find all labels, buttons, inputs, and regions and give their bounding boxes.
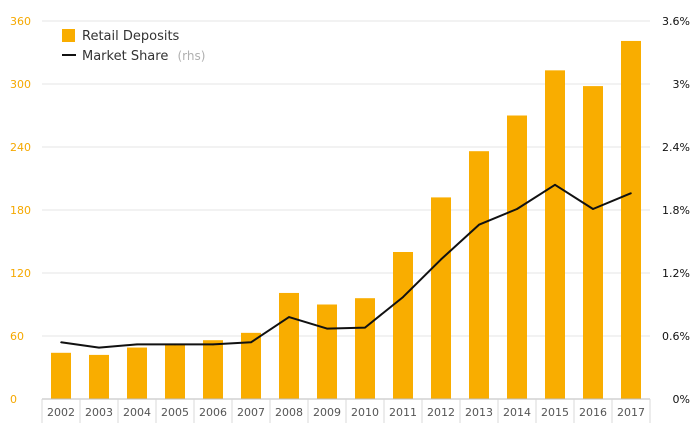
line-point	[592, 208, 594, 210]
x-tick-label: 2010	[351, 406, 379, 419]
x-tick-label: 2004	[123, 406, 151, 419]
line-point	[60, 341, 62, 344]
right-tick-label: 1.8%	[662, 204, 690, 217]
x-tick-label: 2016	[579, 406, 607, 419]
right-tick-label: 3.6%	[662, 15, 690, 28]
line-point	[288, 316, 290, 318]
x-tick-label: 2009	[313, 406, 341, 419]
line-market-share	[60, 183, 632, 349]
left-tick-label: 120	[10, 267, 31, 280]
right-tick-label: 2.4%	[662, 141, 690, 154]
bar	[393, 252, 413, 399]
bar	[545, 70, 565, 399]
right-axis-ticks: 0% 0.6% 1.2% 1.8% 2.4% 3% 3.6%	[662, 15, 690, 406]
bar	[431, 197, 451, 399]
bar	[355, 298, 375, 399]
line-point	[402, 296, 404, 298]
x-tick-label: 2015	[541, 406, 569, 419]
x-tick-label: 2014	[503, 406, 531, 419]
left-tick-label: 60	[10, 330, 24, 343]
right-tick-label: 1.2%	[662, 267, 690, 280]
gridlines	[42, 20, 650, 400]
legend: Retail Deposits Market Share (rhs)	[62, 29, 205, 64]
bar	[165, 344, 185, 399]
legend-label-market-share-name: Market Share	[82, 49, 168, 64]
x-tick-label: 2002	[47, 406, 75, 419]
line-point	[98, 346, 100, 349]
bar	[469, 151, 489, 399]
left-tick-label: 360	[10, 15, 31, 28]
line-point	[212, 343, 214, 346]
legend-label-market-share: Market Share (rhs)	[82, 45, 205, 64]
bars-retail-deposits	[51, 40, 641, 399]
x-tick-label: 2003	[85, 406, 113, 419]
bar	[203, 340, 223, 399]
bar	[241, 332, 261, 399]
x-axis: 2002 2003 2004 2005 2006 2007 2008 2009 2010 2011…	[41, 398, 651, 423]
left-tick-label: 0	[10, 393, 17, 406]
right-tick-label: 0%	[673, 393, 690, 406]
right-tick-label: 0.6%	[662, 330, 690, 343]
line-point	[554, 184, 556, 186]
legend-label-market-share-suffix: (rhs)	[177, 49, 205, 63]
bar	[279, 292, 299, 399]
line-point	[364, 326, 366, 329]
left-axis-ticks: 0 60 120 180 240 300 360	[10, 15, 31, 406]
right-tick-label: 3%	[673, 78, 690, 91]
line-point	[326, 327, 328, 330]
bar	[621, 40, 641, 399]
line-point	[478, 223, 480, 226]
line-point	[516, 208, 518, 210]
bar	[127, 347, 147, 399]
market-share-line	[60, 183, 632, 349]
x-tick-label: 2008	[275, 406, 303, 419]
line-point	[136, 343, 138, 346]
x-tick-label: 2013	[465, 406, 493, 419]
x-tick-label: 2007	[237, 406, 265, 419]
bar	[583, 86, 603, 399]
x-tick-label: 2006	[199, 406, 227, 419]
left-tick-label: 240	[10, 141, 31, 154]
line-point	[630, 192, 632, 194]
legend-label-retail-deposits: Retail Deposits	[82, 29, 180, 44]
bar	[317, 304, 337, 399]
x-tick-label: 2005	[161, 406, 189, 419]
bar	[51, 352, 71, 399]
x-tick-label: 2011	[389, 406, 417, 419]
x-tick-label: 2017	[617, 406, 645, 419]
legend-swatch-retail-deposits	[62, 29, 75, 42]
left-tick-label: 180	[10, 204, 31, 217]
left-tick-label: 300	[10, 78, 31, 91]
bar	[507, 115, 527, 399]
line-point	[174, 343, 176, 346]
bar	[89, 354, 109, 399]
x-tick-label: 2012	[427, 406, 455, 419]
line-point	[440, 258, 442, 261]
line-point	[250, 341, 252, 344]
